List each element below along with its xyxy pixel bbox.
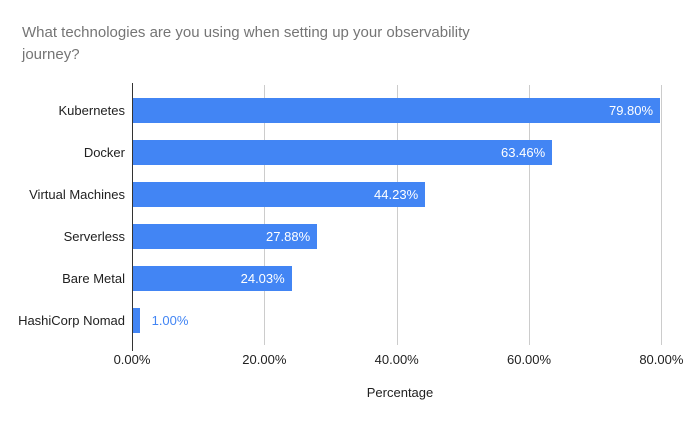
- x-tick-label: 0.00%: [113, 352, 151, 367]
- gridline: [661, 85, 663, 345]
- x-tick-label: 80.00%: [639, 352, 683, 367]
- bar-track: 27.88%: [133, 223, 668, 249]
- bar-kubernetes[interactable]: 79.80%: [133, 97, 661, 123]
- value-label-virtual-machines: 44.23%: [374, 186, 419, 202]
- bar-row: Bare Metal 24.03%: [0, 257, 668, 299]
- bar-hashicorp-nomad[interactable]: [133, 307, 140, 333]
- chart-title: What technologies are you using when set…: [22, 24, 470, 63]
- bar-row: HashiCorp Nomad 1.00%: [0, 299, 668, 341]
- bar-row: Virtual Machines 44.23%: [0, 173, 668, 215]
- category-label-serverless: Serverless: [63, 228, 125, 244]
- bar-row: Docker 63.46%: [0, 131, 668, 173]
- y-axis-baseline: [132, 83, 133, 351]
- value-label-hashicorp-nomad: 1.00%: [151, 312, 189, 328]
- bar-track: 79.80%: [133, 97, 668, 123]
- gridline: [529, 85, 531, 345]
- bar-serverless[interactable]: 27.88%: [133, 223, 318, 249]
- plot-area: [132, 85, 668, 345]
- x-tick-label: 20.00%: [242, 352, 287, 367]
- value-label-kubernetes: 79.80%: [608, 102, 654, 118]
- category-label-bare-metal: Bare Metal: [62, 270, 125, 286]
- bar-row: Serverless 27.88%: [0, 215, 668, 257]
- bar-track: 24.03%: [133, 265, 668, 291]
- x-tick-label: 40.00%: [374, 352, 419, 367]
- bar-track: 1.00%: [133, 307, 668, 333]
- bar-virtual-machines[interactable]: 44.23%: [133, 181, 426, 207]
- x-tick-label: 60.00%: [506, 352, 552, 367]
- value-label-bare-metal: 24.03%: [240, 270, 285, 286]
- gridline: [396, 85, 398, 345]
- bar-row: Kubernetes 79.80%: [0, 89, 668, 131]
- value-label-docker: 63.46%: [501, 144, 546, 160]
- bar-bare-metal[interactable]: 24.03%: [133, 265, 292, 291]
- gridline: [264, 85, 266, 345]
- value-label-serverless: 27.88%: [266, 228, 311, 244]
- x-axis-tick-labels: 0.00% 20.00% 40.00% 60.00% 80.00%: [114, 352, 683, 367]
- category-label-hashicorp-nomad: HashiCorp Nomad: [18, 312, 125, 328]
- category-label-kubernetes: Kubernetes: [58, 102, 126, 118]
- bars-container: Kubernetes 79.80% Docker 63.46% Virtual Mach…: [0, 89, 668, 341]
- bar-track: 63.46%: [133, 139, 668, 165]
- bar-track: 44.23%: [133, 181, 668, 207]
- category-label-virtual-machines: Virtual Machines: [29, 186, 125, 202]
- bar-docker[interactable]: 63.46%: [133, 139, 553, 165]
- x-axis-title: Percentage: [366, 385, 434, 400]
- category-label-docker: Docker: [83, 144, 125, 160]
